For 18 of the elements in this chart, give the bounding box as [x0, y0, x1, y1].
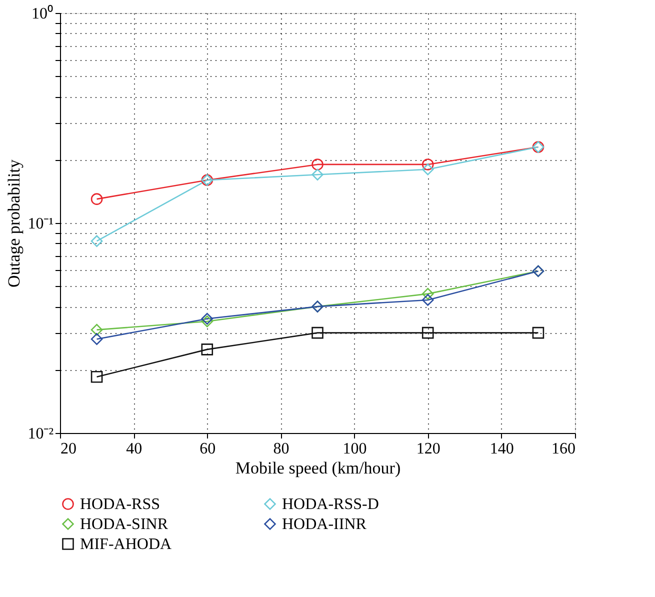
x-tick-label: 100	[342, 440, 367, 458]
x-tick-label: 80	[273, 440, 290, 458]
x-axis-title: Mobile speed (km/hour)	[235, 458, 401, 478]
x-tick-label: 120	[416, 440, 440, 458]
x-tick-label: 40	[126, 440, 142, 458]
y-axis-title: Outage probability	[4, 159, 24, 288]
x-tick-label: 60	[200, 440, 216, 458]
y-tick-label: 10⁻¹	[28, 216, 54, 232]
y-tick-label: 10⁰	[32, 4, 54, 22]
legend-label: HODA-SINR	[80, 516, 168, 533]
y-tick-label: 10⁻²	[28, 426, 54, 442]
x-tick-label: 140	[490, 440, 514, 458]
x-tick-label: 20	[60, 440, 76, 458]
legend-label: HODA-IINR	[282, 516, 367, 533]
x-tick-label: 160	[552, 440, 576, 458]
legend-label: HODA-RSS-D	[282, 496, 379, 513]
legend-label: HODA-RSS	[80, 496, 160, 513]
legend-label: MIF-AHODA	[80, 536, 172, 553]
